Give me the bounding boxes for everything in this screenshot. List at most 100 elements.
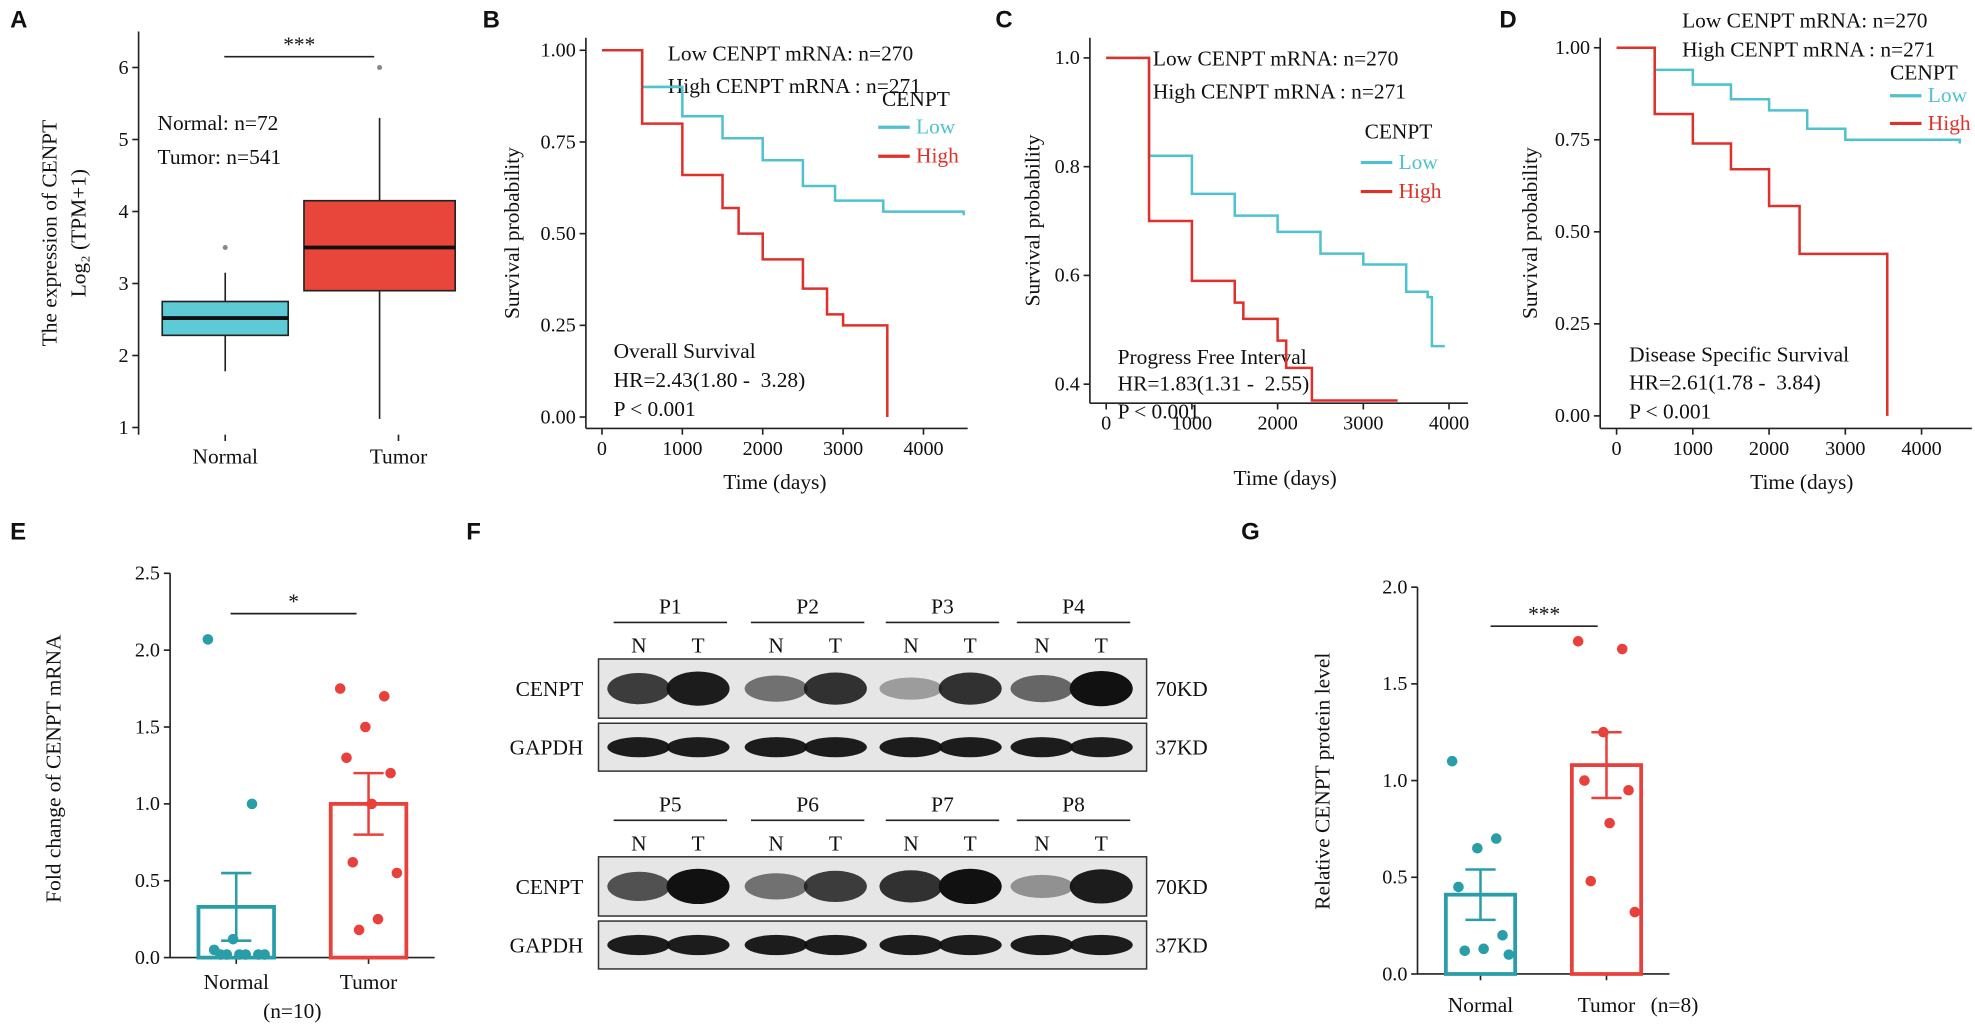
- y-tick-label: 4: [118, 201, 128, 223]
- figure-body: A 1 2 3 4 5 6 The expression of CENPT Log₂ (TPM+…: [10, 7, 1972, 1023]
- annotation: Low CENPT mRNA: n=270: [668, 41, 913, 65]
- y-axis-label: Fold change of CENPT mRNA: [41, 634, 65, 903]
- annotation: P < 0.001: [1629, 399, 1711, 423]
- size-label: 70KD: [1155, 677, 1207, 701]
- annotation: Normal: n=72: [158, 111, 279, 135]
- band: [879, 677, 943, 700]
- outlier: [377, 64, 383, 71]
- y-tick-label: 0.0: [1382, 963, 1407, 985]
- y-tick-label: 1.0: [1055, 47, 1080, 69]
- significance: ***: [1528, 602, 1560, 626]
- annotation: Disease Specific Survival: [1629, 343, 1849, 367]
- panel-letter: E: [10, 518, 26, 545]
- y-tick-label: 0.5: [135, 870, 160, 892]
- x-axis-label: Time (days): [723, 470, 826, 494]
- data-point: [1572, 636, 1584, 647]
- data-point: [1579, 775, 1590, 786]
- y-tick-label: 1.0: [1382, 770, 1407, 792]
- x-axis-label: Time (days): [1750, 470, 1853, 494]
- legend-title: CENPT: [882, 87, 950, 111]
- annotation: High CENPT mRNA : n=271: [1153, 79, 1406, 103]
- band: [607, 672, 671, 705]
- data-point: [221, 949, 233, 960]
- band: [803, 934, 867, 956]
- legend-label: Low: [1928, 83, 1968, 107]
- legend-title: CENPT: [1890, 60, 1958, 84]
- size-label: 70KD: [1155, 875, 1207, 899]
- panel-letter: C: [995, 7, 1012, 34]
- sample-label: P5: [659, 792, 682, 816]
- y-tick-label: 0.50: [541, 223, 576, 245]
- band: [803, 672, 867, 705]
- band: [607, 737, 671, 758]
- sample-size: (n=10): [263, 999, 321, 1023]
- outlier: [222, 244, 228, 251]
- legend-label: High: [1399, 179, 1442, 203]
- sample-label: P3: [931, 595, 954, 619]
- data-point: [341, 752, 352, 764]
- band: [1010, 874, 1074, 899]
- y-tick-label: 3: [118, 273, 128, 295]
- legend-label: High: [916, 144, 959, 168]
- panel-letter: B: [483, 7, 500, 34]
- band: [803, 737, 867, 758]
- y-tick-label: 0.25: [541, 315, 576, 337]
- data-point: [1472, 842, 1483, 854]
- data-point: [366, 798, 377, 810]
- sample-label: P2: [796, 595, 819, 619]
- legend-label: Low: [1399, 150, 1439, 174]
- annotation: HR=2.43(1.80 - 3.28): [614, 368, 806, 392]
- band: [1069, 737, 1133, 758]
- panel-letter: G: [1241, 518, 1260, 545]
- data-point: [259, 949, 270, 960]
- size-label: 37KD: [1155, 736, 1207, 760]
- band: [938, 672, 1002, 705]
- y-tick-label: 1.0: [135, 793, 160, 815]
- data-point: [1503, 949, 1515, 960]
- sample-label: P4: [1062, 595, 1085, 619]
- data-point: [385, 767, 396, 779]
- band: [1010, 737, 1074, 758]
- lane-label: N: [768, 634, 783, 658]
- data-point: [1453, 881, 1464, 893]
- data-point: [1497, 930, 1508, 941]
- y-tick-label: 2.5: [135, 563, 160, 585]
- x-tick-label: 0: [597, 438, 607, 460]
- panel-letter: A: [10, 7, 27, 34]
- error-bar: [1465, 868, 1496, 922]
- band: [666, 671, 730, 706]
- lane-label: T: [1095, 634, 1108, 658]
- y-tick-label: 0.25: [1555, 313, 1590, 335]
- data-point: [1446, 755, 1458, 767]
- y-tick-label: 2: [118, 345, 128, 367]
- annotation: Low CENPT mRNA: n=270: [1153, 47, 1398, 71]
- significance: ***: [283, 33, 315, 57]
- significance: *: [288, 590, 299, 614]
- y-tick-label: 1.5: [1382, 673, 1407, 695]
- data-point: [360, 721, 371, 733]
- band: [879, 737, 943, 758]
- lane-label: N: [903, 832, 918, 856]
- band: [666, 737, 730, 758]
- y-tick-label: 0.5: [1382, 867, 1407, 889]
- y-tick-label: 6: [118, 57, 128, 79]
- y-tick-label: 1.00: [541, 40, 576, 62]
- x-tick-label: 1000: [1673, 438, 1713, 460]
- x-tick-label: Tumor: [370, 445, 428, 469]
- survival-curve: [1106, 56, 1445, 348]
- lane-label: N: [768, 832, 783, 856]
- row-label: GAPDH: [510, 934, 584, 958]
- x-tick-label: 3000: [823, 438, 863, 460]
- survival-curve: [601, 49, 889, 418]
- y-tick-label: 0.8: [1055, 156, 1080, 178]
- x-tick-label: 3000: [1343, 413, 1383, 435]
- data-point: [347, 857, 359, 868]
- x-tick-label: 2000: [1257, 413, 1297, 435]
- data-point: [1616, 643, 1628, 655]
- survival-curve: [1616, 46, 1889, 416]
- annotation: Tumor: n=541: [158, 145, 282, 169]
- band: [879, 934, 943, 956]
- lane-label: T: [964, 634, 977, 658]
- row-label: CENPT: [516, 875, 584, 899]
